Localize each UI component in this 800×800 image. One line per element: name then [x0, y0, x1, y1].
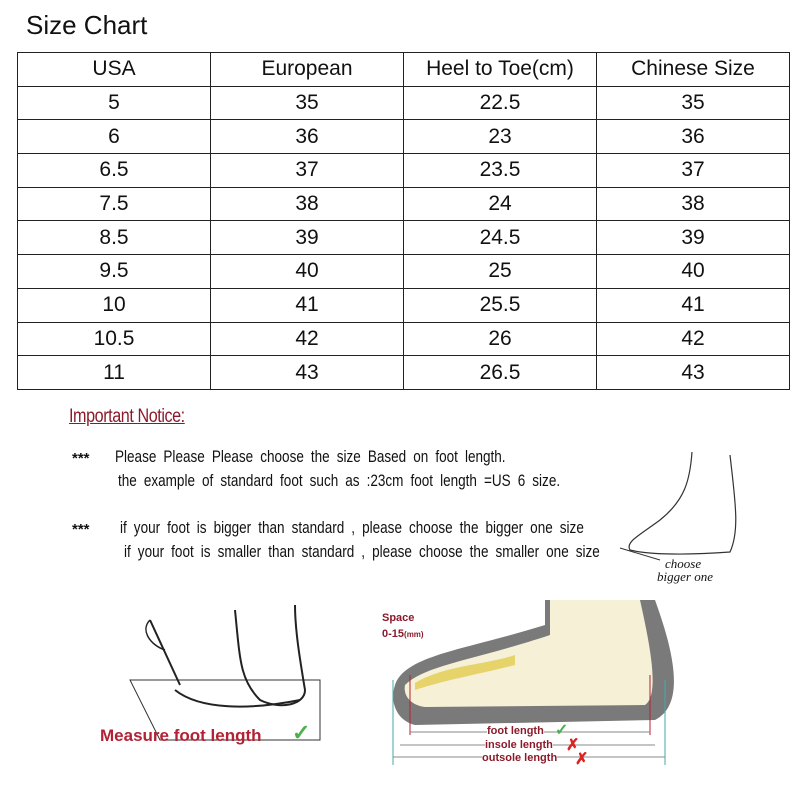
table-row: 5 35 22.5 35	[17, 85, 790, 121]
foot-length-label: foot length	[487, 725, 544, 737]
foot-caption: bigger one	[657, 569, 713, 584]
table-row: 6.5 37 23.5 37	[17, 153, 790, 188]
bullet: ***	[72, 450, 90, 467]
table-cell: 7.5	[17, 186, 211, 222]
table-cell: 22.5	[403, 85, 597, 121]
table-cell: 9.5	[17, 254, 211, 289]
notice-line: if your foot is bigger than standard , p…	[120, 519, 584, 537]
insole-length-label: insole length	[485, 739, 553, 751]
bullet: ***	[72, 521, 90, 538]
table-cell: 41	[596, 287, 790, 323]
table-cell: 39	[210, 220, 404, 256]
table-cell: 25	[403, 254, 597, 289]
table-cell: 11	[17, 355, 211, 390]
notice-heading: Important Notice:	[69, 406, 185, 427]
foot-caption: choose	[665, 556, 702, 571]
table-row: 10 41 25.5 41	[17, 287, 790, 323]
table-row: 11 43 26.5 43	[17, 355, 790, 390]
outsole-length-label: outsole length	[482, 752, 558, 764]
table-cell: 39	[596, 220, 790, 256]
table-cell: 35	[596, 85, 790, 121]
table-cell: 40	[210, 254, 404, 289]
table-cell: 37	[596, 153, 790, 188]
size-table: USA European Heel to Toe(cm) Chinese Size 5…	[17, 52, 790, 390]
column-header: USA	[17, 52, 211, 87]
table-cell: 25.5	[403, 287, 597, 323]
table-cell: 42	[210, 321, 404, 357]
column-header: Heel to Toe(cm)	[403, 52, 597, 87]
table-row: 6 36 23 36	[17, 119, 790, 155]
table-cell: 38	[596, 186, 790, 222]
table-row: 7.5 38 24 38	[17, 186, 790, 222]
table-cell: 24.5	[403, 220, 597, 256]
table-cell: 6	[17, 119, 211, 155]
table-cell: 38	[210, 186, 404, 222]
space-range-value: 0-15	[382, 628, 405, 640]
check-icon: ✓	[292, 720, 311, 745]
space-range: 0-15(mm)	[382, 628, 424, 640]
table-cell: 23.5	[403, 153, 597, 188]
cross-icon: ✗	[575, 751, 589, 768]
table-cell: 36	[210, 119, 404, 155]
table-row: 8.5 39 24.5 39	[17, 220, 790, 256]
measure-foot-illustration	[129, 604, 321, 741]
table-cell: 8.5	[17, 220, 211, 256]
table-row: 10.5 42 26 42	[17, 321, 790, 357]
page-title: Size Chart	[26, 10, 148, 40]
table-cell: 43	[210, 355, 404, 390]
table-cell: 41	[210, 287, 404, 323]
cross-icon: ✗	[566, 737, 580, 754]
space-label: Space	[382, 612, 415, 624]
table-cell: 42	[596, 321, 790, 357]
table-cell: 35	[210, 85, 404, 121]
check-icon: ✓	[555, 722, 569, 739]
table-cell: 40	[596, 254, 790, 289]
notice-line: if your foot is smaller than standard , …	[124, 543, 600, 561]
column-header: Chinese Size	[596, 52, 790, 87]
notice-line: Please Please Please choose the size Bas…	[115, 448, 506, 466]
table-cell: 36	[596, 119, 790, 155]
table-cell: 26.5	[403, 355, 597, 390]
shoe-diagram	[392, 600, 674, 765]
table-cell: 5	[17, 85, 211, 121]
notice-line: the example of standard foot such as :23…	[118, 472, 561, 490]
table-cell: 26	[403, 321, 597, 357]
table-cell: 24	[403, 186, 597, 222]
table-header: USA European Heel to Toe(cm) Chinese Size	[17, 52, 790, 87]
measure-label: Measure foot length	[100, 726, 262, 745]
table-cell: 6.5	[17, 153, 211, 188]
table-cell: 23	[403, 119, 597, 155]
table-cell: 43	[596, 355, 790, 390]
space-unit: (mm)	[404, 630, 424, 639]
foot-outline-illustration	[619, 451, 737, 561]
column-header: European	[210, 52, 404, 87]
table-cell: 37	[210, 153, 404, 188]
table-cell: 10.5	[17, 321, 211, 357]
table-row: 9.5 40 25 40	[17, 254, 790, 289]
table-cell: 10	[17, 287, 211, 323]
